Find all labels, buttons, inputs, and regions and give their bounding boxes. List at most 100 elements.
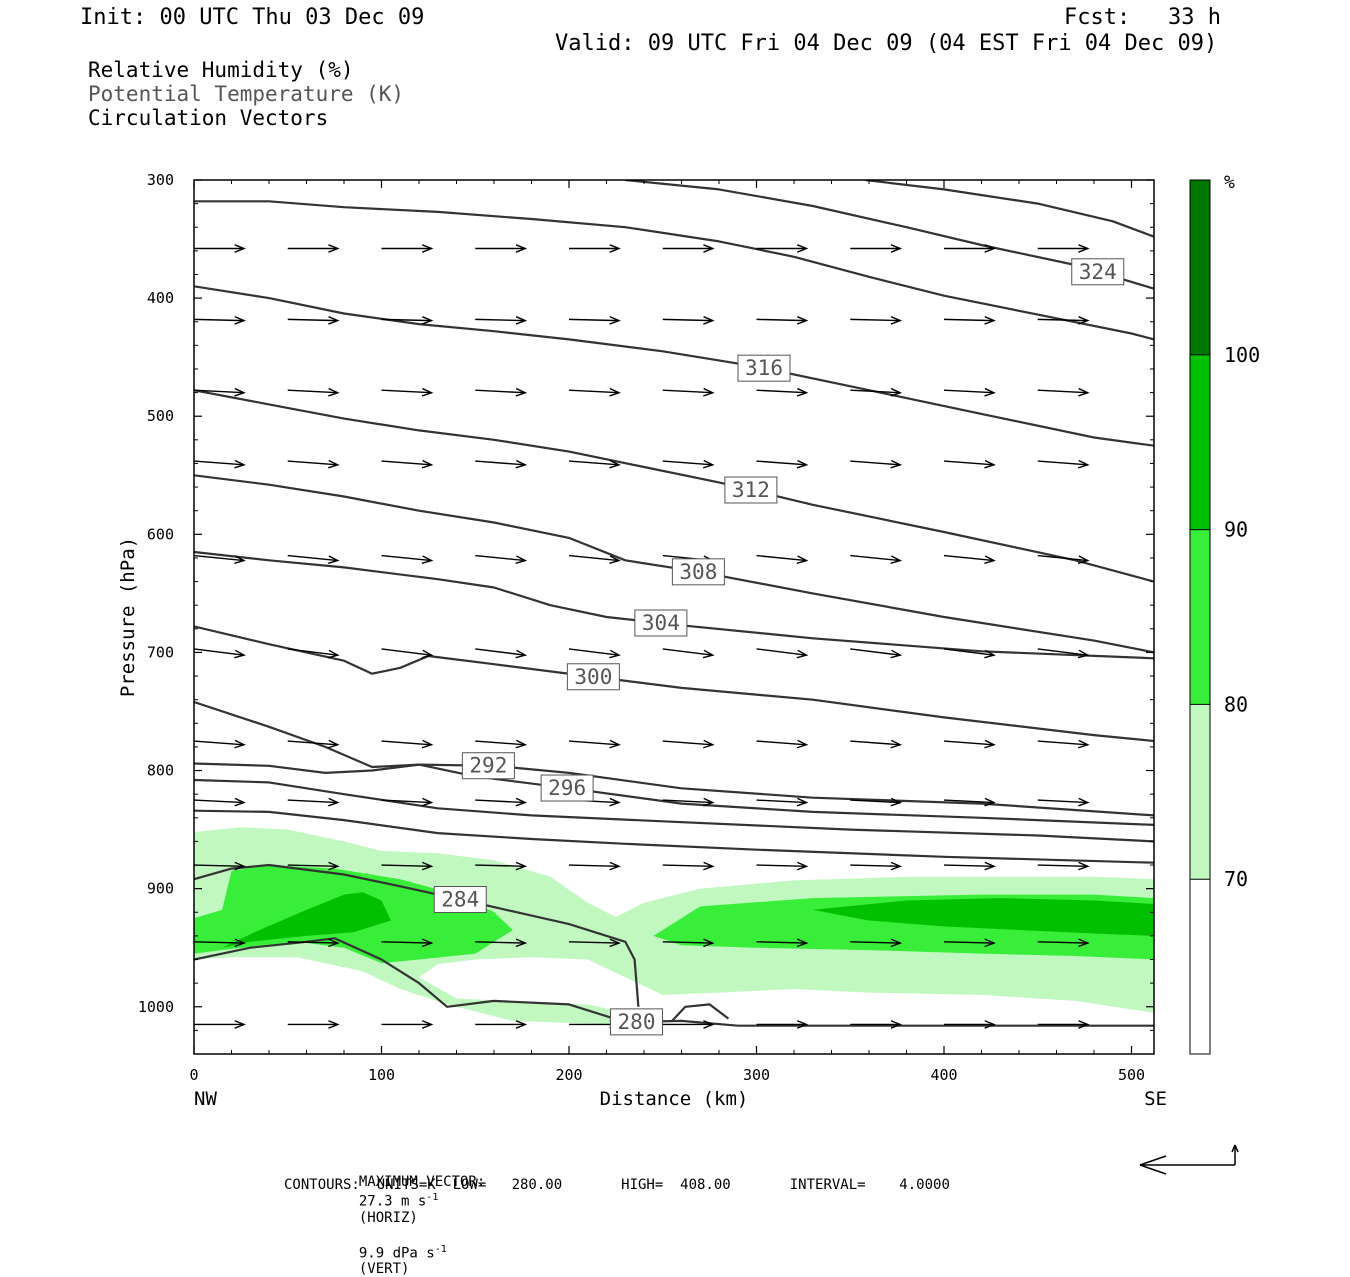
circulation-vector-arrow [756, 739, 809, 749]
circulation-vector-arrow [475, 316, 528, 325]
vector-head [328, 797, 340, 807]
vector-head [890, 387, 903, 397]
colorbar-unit: % [1224, 172, 1235, 193]
circulation-vector-arrow [850, 938, 903, 948]
vector-head [984, 459, 996, 469]
vector-shaft [756, 941, 807, 944]
contour-label-296: 296 [540, 774, 594, 802]
circulation-vector-arrow [194, 1020, 246, 1029]
circulation-vector-arrow [193, 648, 246, 659]
contour-label-text: 324 [1079, 260, 1117, 284]
circulation-vector-arrow [662, 244, 715, 253]
circulation-vector-arrow [568, 648, 621, 659]
theta-contour-328 [865, 180, 1154, 238]
vector-head [796, 459, 809, 469]
vector-head [984, 387, 996, 397]
circulation-vector-arrow [943, 387, 996, 397]
vector-shaft [381, 318, 432, 322]
x-tick-label: 0 [189, 1066, 198, 1084]
vector-head [703, 459, 715, 469]
vector-head [609, 387, 621, 397]
vector-head [421, 797, 434, 807]
vector-head [1078, 938, 1090, 948]
vector-head [890, 459, 903, 469]
vector-shaft [193, 648, 245, 656]
circulation-vector-arrow [287, 938, 340, 948]
vector-head [890, 797, 903, 807]
vector-shaft [943, 941, 995, 944]
vector-shaft [193, 864, 245, 867]
max-vector-label: MAXIMUM VECTOR: [358, 1174, 486, 1190]
reference-vector-icon [1139, 1144, 1239, 1175]
vector-shaft [943, 389, 995, 394]
vector-head [328, 739, 340, 749]
circulation-vector-arrow [662, 316, 715, 325]
theta-contour-280 [671, 1003, 730, 1022]
circulation-vector-arrow [1037, 648, 1090, 659]
circulation-vector-arrow [381, 244, 434, 253]
circulation-vector-arrow [475, 648, 528, 659]
circulation-vector-arrow [287, 797, 340, 807]
circulation-vector-arrow [475, 387, 528, 397]
vector-head [515, 459, 528, 469]
circulation-vector-arrow [1037, 459, 1090, 469]
vector-head [609, 459, 621, 469]
vector-head [703, 316, 715, 325]
y-tick-label: 900 [147, 880, 174, 898]
x-tick-label: 300 [743, 1066, 770, 1084]
rh-region-90 [812, 898, 1154, 936]
circulation-vector-arrow [193, 387, 246, 397]
contour-label-304: 304 [634, 609, 688, 637]
vector-head [703, 739, 715, 749]
vector-shaft [662, 941, 713, 944]
circulation-vector-arrow [944, 244, 996, 253]
circulation-vector-arrow [756, 244, 809, 253]
vector-head [890, 739, 903, 749]
vector-head [421, 316, 434, 325]
circulation-vector-arrow [475, 938, 528, 948]
circulation-vector-arrow [569, 244, 621, 253]
vector-head [328, 316, 340, 325]
circulation-vector-arrow [287, 648, 340, 659]
circulation-vector-arrow [943, 938, 996, 948]
vector-head [796, 797, 809, 807]
circulation-vector-arrow [850, 554, 903, 565]
vector-shaft [850, 941, 901, 944]
vector-shaft [756, 799, 807, 804]
vector-shaft [381, 941, 432, 944]
circulation-vector-arrow [287, 316, 340, 325]
vector-head [609, 316, 621, 325]
y-tick-label: 800 [147, 762, 174, 780]
vector-head [234, 739, 246, 749]
circulation-vector-arrow [1037, 938, 1090, 948]
vector-head [328, 938, 340, 948]
cross-section-chart: 280 284 292 296 300 304 308 312 316 324 0 100 200 30… [117, 171, 1260, 1175]
vector-shaft [475, 740, 526, 746]
vector-shaft [662, 389, 713, 394]
vector-shaft [1037, 554, 1088, 562]
circulation-vector-arrow [756, 316, 809, 325]
circulation-vector-arrow [475, 459, 528, 469]
circulation-vector-arrow [193, 861, 246, 871]
vector-head [609, 938, 621, 948]
contour-label-text: 292 [469, 754, 507, 778]
vector-shaft [568, 554, 620, 562]
vector-head [890, 555, 903, 565]
circulation-vector-arrow [193, 316, 246, 325]
vector-shaft [287, 554, 338, 562]
vector-head [515, 739, 528, 749]
colorbar-level-label: 70 [1224, 867, 1248, 891]
circulation-vector-arrow [381, 554, 434, 565]
max-vector-line: MAXIMUM VECTOR: 27.3 m s-1 (HORIZ) 9.9 d… [342, 1158, 485, 1277]
vector-head [702, 649, 715, 659]
vector-head [328, 459, 340, 469]
vector-shaft [1037, 648, 1088, 656]
circulation-vector-arrow [943, 739, 996, 749]
vector-shaft [756, 389, 807, 394]
vector-head [1077, 649, 1090, 659]
vector-head [515, 555, 528, 565]
vector-shaft [943, 648, 995, 656]
circulation-vector-arrow [381, 387, 434, 397]
circulation-vector-arrow [1037, 554, 1090, 565]
vector-head [421, 649, 434, 659]
